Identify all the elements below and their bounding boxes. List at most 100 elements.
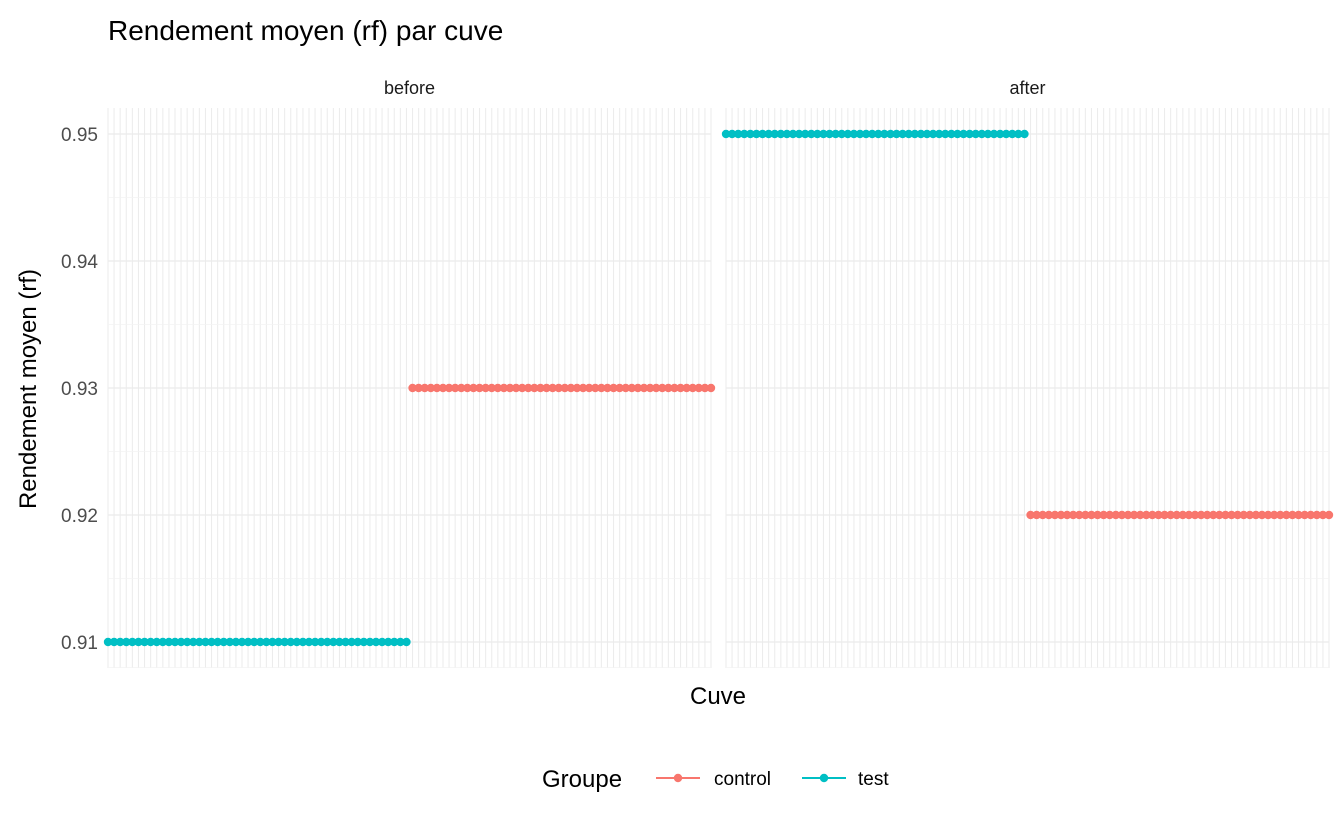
data-point — [249, 637, 259, 647]
data-point — [560, 383, 570, 393]
legend-label: test — [858, 769, 889, 790]
data-point — [1318, 510, 1328, 520]
data-point — [831, 129, 840, 139]
data-point — [225, 637, 235, 647]
data-point — [517, 383, 527, 393]
data-point — [676, 383, 685, 393]
data-point — [995, 129, 1005, 139]
data-point — [524, 383, 533, 393]
data-point — [1038, 510, 1047, 520]
data-point — [341, 637, 350, 647]
data-point — [694, 383, 704, 393]
data-point — [1068, 510, 1078, 520]
data-point — [316, 637, 326, 647]
data-point — [928, 129, 938, 139]
data-point — [934, 129, 944, 139]
data-point — [651, 383, 661, 393]
data-point — [432, 383, 442, 393]
data-point — [688, 383, 697, 393]
data-point — [201, 637, 210, 647]
data-point — [158, 637, 168, 647]
data-point — [237, 637, 247, 647]
data-point — [1135, 510, 1145, 520]
data-point — [813, 129, 822, 139]
facet-panel-after: after — [721, 78, 1334, 668]
data-point — [274, 637, 283, 647]
data-point — [530, 383, 539, 393]
data-point — [365, 637, 375, 647]
legend-label: control — [714, 769, 771, 790]
data-point — [122, 637, 131, 647]
data-point — [627, 383, 637, 393]
data-point — [213, 637, 222, 647]
data-point — [1166, 510, 1175, 520]
data-point — [1257, 510, 1267, 520]
y-tick-label: 0.94 — [61, 252, 98, 273]
data-point — [645, 383, 655, 393]
data-point — [1075, 510, 1084, 520]
data-point — [1209, 510, 1218, 520]
data-point — [621, 383, 630, 393]
data-point — [916, 129, 926, 139]
data-point — [904, 129, 913, 139]
data-point — [740, 129, 749, 139]
data-point — [109, 637, 119, 647]
series-control — [1026, 510, 1334, 520]
legend-title: Groupe — [542, 766, 622, 793]
data-point — [1306, 510, 1315, 520]
data-point — [892, 129, 901, 139]
data-point — [420, 383, 429, 393]
data-point — [861, 129, 871, 139]
data-point — [898, 129, 907, 139]
y-tick-label: 0.93 — [61, 379, 98, 400]
data-point — [1062, 510, 1072, 520]
data-point — [1184, 510, 1194, 520]
data-point — [977, 129, 987, 139]
data-point — [953, 129, 962, 139]
data-point — [1081, 510, 1090, 520]
legend-item-test: test — [802, 769, 889, 790]
legend-item-control: control — [656, 769, 771, 790]
data-point — [578, 383, 588, 393]
legend-items: control test — [656, 769, 889, 790]
data-point — [682, 383, 691, 393]
legend-key-point — [673, 773, 683, 783]
data-point — [1026, 510, 1035, 520]
data-point — [292, 637, 302, 647]
data-point — [505, 383, 515, 393]
data-point — [874, 129, 883, 139]
data-point — [664, 383, 673, 393]
data-point — [359, 637, 369, 647]
data-point — [597, 383, 606, 393]
data-point — [1312, 510, 1322, 520]
data-point — [1202, 510, 1212, 520]
data-point — [1154, 510, 1163, 520]
data-point — [1050, 510, 1060, 520]
data-point — [371, 637, 381, 647]
data-point — [408, 383, 417, 393]
data-point — [989, 129, 999, 139]
data-point — [134, 637, 143, 647]
data-point — [752, 129, 761, 139]
data-point — [182, 637, 192, 647]
legend: Groupe control test — [542, 766, 889, 793]
facet-panel-before: before — [103, 78, 716, 668]
data-point — [402, 637, 411, 647]
data-point — [323, 637, 332, 647]
data-point — [1099, 510, 1108, 520]
data-point — [463, 383, 472, 393]
data-point — [819, 129, 828, 139]
data-point — [837, 129, 846, 139]
data-point — [280, 637, 289, 647]
data-point — [727, 129, 737, 139]
data-point — [1196, 510, 1206, 520]
data-point — [603, 383, 612, 393]
data-point — [867, 129, 877, 139]
data-point — [584, 383, 594, 393]
data-point — [965, 129, 974, 139]
data-point — [390, 637, 399, 647]
data-point — [825, 129, 834, 139]
data-point — [1172, 510, 1181, 520]
data-point — [1190, 510, 1200, 520]
